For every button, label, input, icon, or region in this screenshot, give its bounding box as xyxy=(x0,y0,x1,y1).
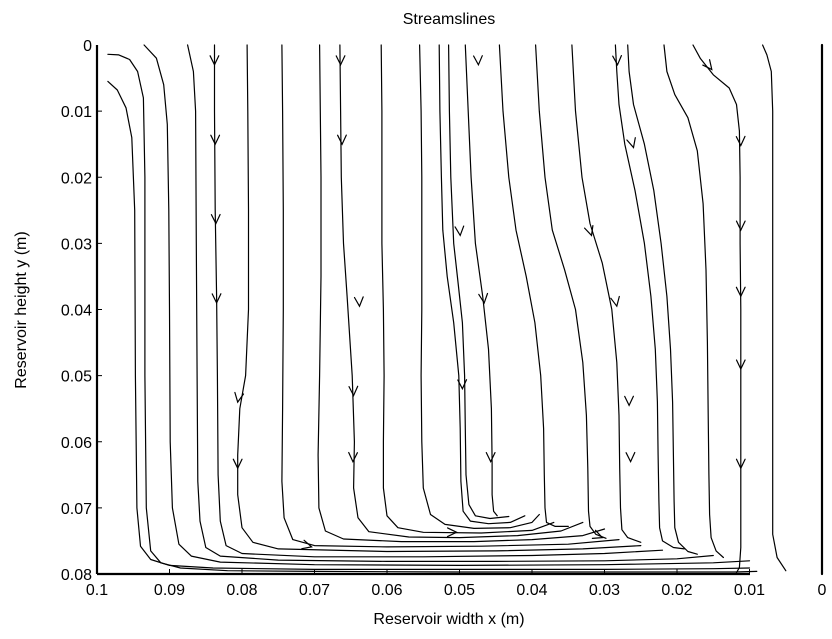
streamline-4 xyxy=(187,44,714,562)
flow-arrow-9-2 xyxy=(337,134,347,146)
streamline-15 xyxy=(498,44,569,527)
flow-arrow-21-6 xyxy=(735,458,746,470)
y-tick-label-8: 0.08 xyxy=(61,567,92,584)
streamline-17 xyxy=(571,44,642,543)
flow-arrow-18-2 xyxy=(624,395,634,407)
streamline-22 xyxy=(762,44,787,572)
streamline-3 xyxy=(143,44,751,566)
flow-arrow-5-2 xyxy=(210,134,221,146)
flow-arrow-19-1 xyxy=(626,137,636,149)
flow-arrow-14-2 xyxy=(478,292,489,305)
flow-arrow-21-4 xyxy=(735,286,746,298)
y-tick-label-6: 0.06 xyxy=(61,435,92,452)
y-tick-label-7: 0.07 xyxy=(61,501,92,518)
y-tick-label-0: 0 xyxy=(83,38,92,55)
y-tick-label-4: 0.04 xyxy=(61,303,92,320)
streamline-7 xyxy=(281,44,620,548)
flow-arrow-9-1 xyxy=(335,55,346,67)
flow-arrow-10-1 xyxy=(446,527,458,538)
x-tick-label-3: 0.07 xyxy=(299,582,330,599)
flow-arrow-12-1 xyxy=(454,225,465,237)
flow-arrow-9-3 xyxy=(353,296,364,308)
streamline-20 xyxy=(663,44,724,559)
streamline-9 xyxy=(339,44,584,539)
streamline-18 xyxy=(614,44,685,550)
flow-arrow-9-5 xyxy=(348,451,358,463)
x-tick-label-8: 0.02 xyxy=(661,582,692,599)
flow-arrow-9-4 xyxy=(348,385,359,397)
flow-arrow-21-3 xyxy=(735,220,746,232)
flow-arrow-6-2 xyxy=(232,458,243,470)
flow-arrow-6-1 xyxy=(234,391,245,404)
flow-arrow-5-4 xyxy=(211,293,222,305)
plot-area xyxy=(107,43,824,576)
streamline-12 xyxy=(438,44,526,525)
y-axis: 0 0.01 0.02 0.03 0.04 0.05 0.06 0.07 0.08 xyxy=(61,38,102,584)
flow-arrow-18-1 xyxy=(612,55,622,67)
x-tick-label-9: 0.01 xyxy=(734,582,765,599)
streamline-1 xyxy=(107,53,758,573)
x-tick-label-1: 0.09 xyxy=(154,582,185,599)
streamline-13 xyxy=(448,44,510,520)
y-tick-label-5: 0.05 xyxy=(61,369,92,386)
x-tick-label-5: 0.05 xyxy=(444,582,475,599)
flow-arrow-14-1 xyxy=(473,55,483,67)
flow-arrow-16-1 xyxy=(591,529,604,539)
y-axis-label: Reservoir height y (m) xyxy=(13,231,30,388)
y-tick-label-3: 0.03 xyxy=(61,236,92,253)
y-tick-label-1: 0.01 xyxy=(61,104,92,121)
streamline-5 xyxy=(213,44,664,558)
streamline-21 xyxy=(692,44,742,574)
x-tick-label-10: 0 xyxy=(818,582,827,599)
x-tick-label-7: 0.03 xyxy=(589,582,620,599)
flow-arrow-17-1 xyxy=(584,225,594,237)
x-axis-label: Reservoir width x (m) xyxy=(373,611,524,628)
flow-arrow-21-1 xyxy=(702,59,713,71)
x-axis: 0.1 0.09 0.08 0.07 0.06 0.05 0.04 0.03 0.02 0.01 0 xyxy=(86,569,827,599)
flow-arrow-17-2 xyxy=(610,295,620,308)
flow-arrow-18-3 xyxy=(625,451,636,463)
y-tick-label-2: 0.02 xyxy=(61,170,92,187)
x-tick-label-0: 0.1 xyxy=(86,582,108,599)
streamline-10 xyxy=(380,44,555,534)
streamline-19 xyxy=(627,44,698,555)
streamline-8 xyxy=(317,44,606,543)
flow-arrow-21-5 xyxy=(735,359,746,371)
x-tick-label-4: 0.06 xyxy=(371,582,402,599)
streamline-11 xyxy=(419,44,540,529)
x-tick-label-6: 0.04 xyxy=(516,582,547,599)
flow-arrow-21-2 xyxy=(735,135,746,147)
flow-arrow-7-1 xyxy=(301,539,313,550)
flow-arrow-5-1 xyxy=(209,55,220,67)
streamline-6 xyxy=(237,44,642,553)
streamline-16 xyxy=(535,44,607,539)
streamline-14 xyxy=(464,44,498,517)
chart-title: Streamslines xyxy=(403,11,495,28)
x-tick-label-2: 0.08 xyxy=(226,582,257,599)
flow-arrow-5-3 xyxy=(210,213,221,225)
flow-arrow-14-3 xyxy=(485,452,496,463)
